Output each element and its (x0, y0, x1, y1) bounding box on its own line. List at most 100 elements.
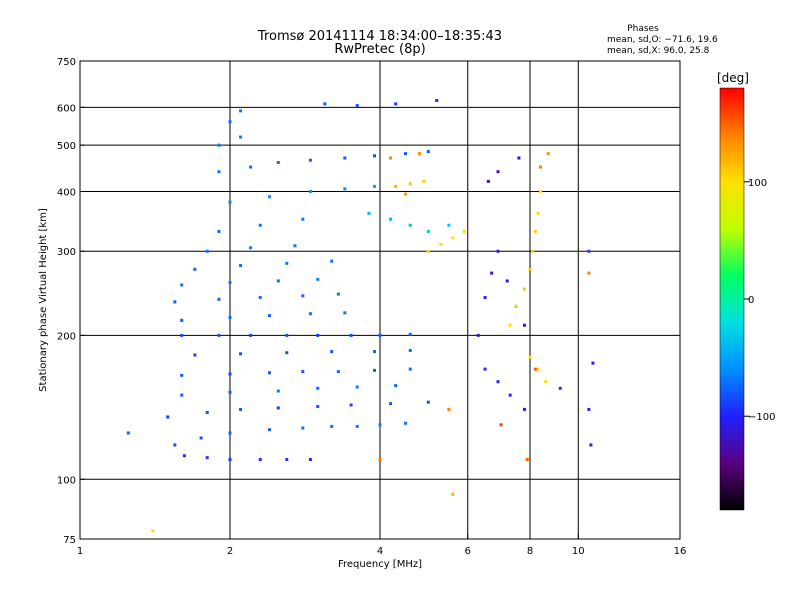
colorbar-unit-label: [deg] (717, 71, 749, 85)
data-point (355, 104, 359, 108)
data-point (199, 436, 203, 440)
data-point (193, 353, 197, 357)
data-point (173, 443, 177, 447)
data-point (228, 200, 232, 204)
data-point (394, 384, 398, 388)
data-point (408, 367, 412, 371)
data-point (343, 156, 347, 160)
data-point (355, 385, 359, 389)
data-point (408, 223, 412, 227)
data-point (308, 158, 312, 162)
data-point (217, 297, 221, 301)
data-point (451, 492, 455, 496)
data-point (587, 249, 591, 253)
data-point (308, 457, 312, 461)
y-tick-label: 100 (57, 475, 76, 486)
data-point (205, 456, 209, 460)
data-point (330, 259, 334, 263)
data-point (205, 410, 209, 414)
data-point (528, 355, 532, 359)
data-point (285, 333, 289, 337)
data-point (558, 386, 562, 390)
data-point (180, 333, 184, 337)
data-point (508, 323, 512, 327)
data-point (349, 333, 353, 337)
data-point (403, 152, 407, 156)
data-point (408, 332, 412, 336)
data-point (308, 189, 312, 193)
data-point (394, 184, 398, 188)
data-point (447, 223, 451, 227)
data-point (426, 400, 430, 404)
data-point (367, 211, 371, 215)
data-point (408, 348, 412, 352)
data-point (523, 323, 527, 327)
data-point (505, 279, 509, 283)
data-point (483, 296, 487, 300)
data-point (267, 371, 271, 375)
colorbar-tick-label: −100 (748, 412, 775, 423)
data-point (373, 154, 377, 158)
data-point (323, 102, 327, 106)
x-tick-label: 1 (77, 546, 83, 557)
colorbar-tick-label: 100 (748, 178, 767, 189)
data-point (249, 165, 253, 169)
data-point (546, 152, 550, 156)
data-point (316, 277, 320, 281)
data-point (422, 179, 426, 183)
data-point (373, 350, 377, 354)
data-point (249, 333, 253, 337)
data-point (316, 386, 320, 390)
data-point (301, 370, 305, 374)
data-point (285, 261, 289, 265)
data-point (514, 304, 518, 308)
data-point (439, 242, 443, 246)
data-point (276, 389, 280, 393)
data-point (496, 249, 500, 253)
data-point (525, 457, 529, 461)
y-tick-label: 400 (57, 187, 76, 198)
data-point (316, 333, 320, 337)
data-point (523, 287, 527, 291)
data-point (544, 380, 548, 384)
colorbar-tick-label: 0 (748, 295, 754, 306)
data-point (533, 367, 537, 371)
x-tick-label: 10 (572, 546, 585, 557)
data-point (228, 431, 232, 435)
data-point (435, 99, 439, 103)
data-point (378, 423, 382, 427)
x-tick-label: 8 (527, 546, 533, 557)
data-point (239, 135, 243, 139)
data-point (378, 333, 382, 337)
data-point (536, 367, 540, 371)
data-point (228, 281, 232, 285)
data-point (330, 350, 334, 354)
data-point (239, 352, 243, 356)
data-point (258, 457, 262, 461)
data-point (533, 229, 537, 233)
x-tick-label: 2 (227, 546, 233, 557)
data-point (276, 160, 280, 164)
data-point (228, 457, 232, 461)
y-tick-label: 750 (57, 57, 76, 68)
data-point (349, 403, 353, 407)
stats-line-x: mean, sd,X: 96.0, 25.8 (607, 46, 710, 56)
data-point (528, 267, 532, 271)
data-point (536, 211, 540, 215)
stats-heading: Phases (627, 24, 659, 34)
data-point (403, 421, 407, 425)
chart-subtitle: RwPretec (8p) (334, 42, 425, 57)
data-point (217, 229, 221, 233)
data-point (476, 333, 480, 337)
data-point (239, 109, 243, 113)
data-point (239, 264, 243, 268)
data-point (517, 156, 521, 160)
y-axis-ticks: 75 100 200 300 400 500 600 750 (57, 57, 85, 546)
data-point (267, 195, 271, 199)
data-point (166, 415, 170, 419)
data-point (531, 249, 535, 253)
data-point (462, 229, 466, 233)
data-point (308, 312, 312, 316)
gridlines (80, 61, 680, 539)
